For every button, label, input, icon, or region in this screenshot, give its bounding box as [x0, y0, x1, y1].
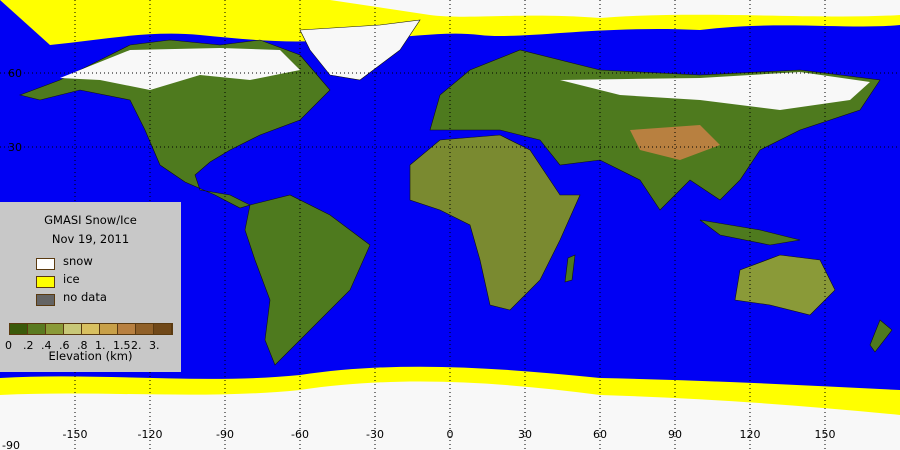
elevation-colorbar	[9, 323, 173, 335]
elevation-tick: .2	[23, 339, 34, 352]
elevation-label: Elevation (km)	[48, 349, 133, 363]
lon-label: 60	[593, 428, 607, 441]
colorbar-segment	[82, 324, 100, 334]
greenland	[299, 19, 421, 81]
australia	[734, 254, 836, 316]
north-america	[18, 39, 331, 209]
colorbar-segment	[136, 324, 154, 334]
elevation-tick: .6	[59, 339, 70, 352]
lon-label: -60	[291, 428, 309, 441]
colorbar-segment	[28, 324, 46, 334]
lat-label-30: 30	[8, 141, 22, 154]
lon-label: -150	[63, 428, 88, 441]
snow-label: snow	[63, 254, 93, 268]
colorbar-segment	[64, 324, 82, 334]
no-data-label: no data	[63, 290, 107, 304]
lat-label-minus90: -90	[2, 439, 20, 450]
colorbar-segment	[118, 324, 136, 334]
snow-swatch	[36, 258, 55, 270]
south-america	[244, 194, 371, 366]
elevation-tick: 3.	[149, 339, 160, 352]
elevation-tick: .8	[77, 339, 88, 352]
legend-title: GMASI Snow/Ice	[44, 213, 137, 227]
canada-snow	[60, 48, 300, 90]
ice-label: ice	[63, 272, 80, 286]
lon-label: 90	[668, 428, 682, 441]
lon-label: 30	[518, 428, 532, 441]
lat-label-60: 60	[8, 67, 22, 80]
legend: GMASI Snow/Ice Nov 19, 2011 snow ice no …	[0, 202, 181, 372]
lon-label: 120	[740, 428, 761, 441]
colorbar-segment	[100, 324, 118, 334]
elevation-tick: 0	[5, 339, 12, 352]
colorbar-segment	[10, 324, 28, 334]
colorbar-segment	[154, 324, 172, 334]
madagascar	[564, 254, 576, 283]
elevation-tick: 2.	[131, 339, 142, 352]
siberia-snow	[560, 72, 870, 110]
colorbar-segment	[46, 324, 64, 334]
legend-date: Nov 19, 2011	[51, 232, 130, 246]
longitude-labels: -150 -120 -90 -60 -30 0 30 60 90 120 150	[63, 428, 836, 441]
tibet-highland	[630, 125, 720, 160]
arctic-snow	[330, 0, 900, 18]
lon-label: -120	[138, 428, 163, 441]
lon-label: 150	[815, 428, 836, 441]
lon-label: -90	[216, 428, 234, 441]
elevation-tick: 1.5	[113, 339, 131, 352]
lon-label: 0	[447, 428, 454, 441]
new-zealand	[869, 319, 893, 353]
africa	[409, 134, 581, 311]
lon-label: -30	[366, 428, 384, 441]
elevation-tick: .4	[41, 339, 52, 352]
elevation-ticks: 0 .2 .4 .6 .8 1. 1.5 2. 3.	[5, 339, 167, 352]
land	[18, 19, 893, 366]
no-data-swatch	[36, 294, 55, 306]
elevation-tick: 1.	[95, 339, 106, 352]
ice-swatch	[36, 276, 55, 288]
